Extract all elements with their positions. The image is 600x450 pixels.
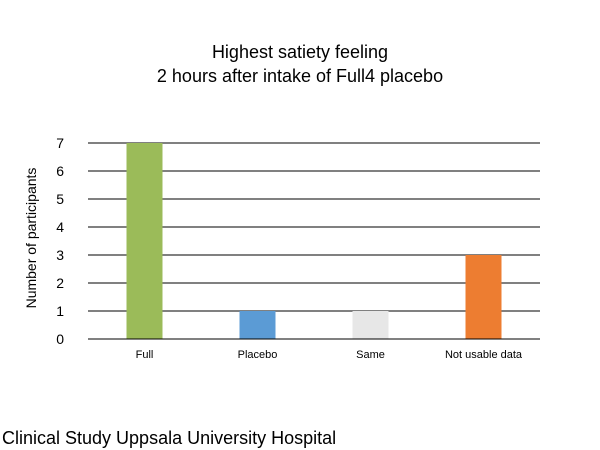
bar-placebo bbox=[239, 311, 276, 339]
y-tick-label: 7 bbox=[56, 135, 64, 151]
y-tick-label: 6 bbox=[56, 163, 64, 179]
chart-title-line-1: Highest satiety feeling bbox=[211, 42, 389, 62]
y-tick-label: 2 bbox=[56, 275, 64, 291]
chart-title-line-2: 2 hours after intake of Full4 placebo bbox=[156, 66, 444, 86]
x-tick-label: Not usable data bbox=[445, 349, 523, 361]
footer-caption: Clinical Study Uppsala University Hospit… bbox=[2, 428, 337, 448]
chart-title: Highest satiety feeling 2 hours after in… bbox=[0, 40, 600, 88]
y-axis-label: Number of participants bbox=[23, 168, 39, 309]
bar-same bbox=[352, 311, 389, 339]
x-tick-label: Placebo bbox=[238, 349, 278, 361]
bar-full bbox=[126, 143, 163, 339]
x-axis-ticks: Full Placebo Same Not usable data bbox=[136, 349, 523, 361]
bars bbox=[88, 143, 540, 340]
bar-not-usable-data bbox=[465, 255, 502, 339]
y-tick-label: 3 bbox=[56, 247, 64, 263]
x-tick-label: Same bbox=[356, 349, 385, 361]
y-tick-label: 5 bbox=[56, 191, 64, 207]
y-tick-label: 1 bbox=[56, 303, 64, 319]
y-axis-ticks: 0 1 2 3 4 5 6 7 bbox=[56, 135, 64, 347]
y-tick-label: 4 bbox=[56, 219, 64, 235]
x-tick-label: Full bbox=[136, 349, 154, 361]
y-tick-label: 0 bbox=[56, 331, 64, 347]
